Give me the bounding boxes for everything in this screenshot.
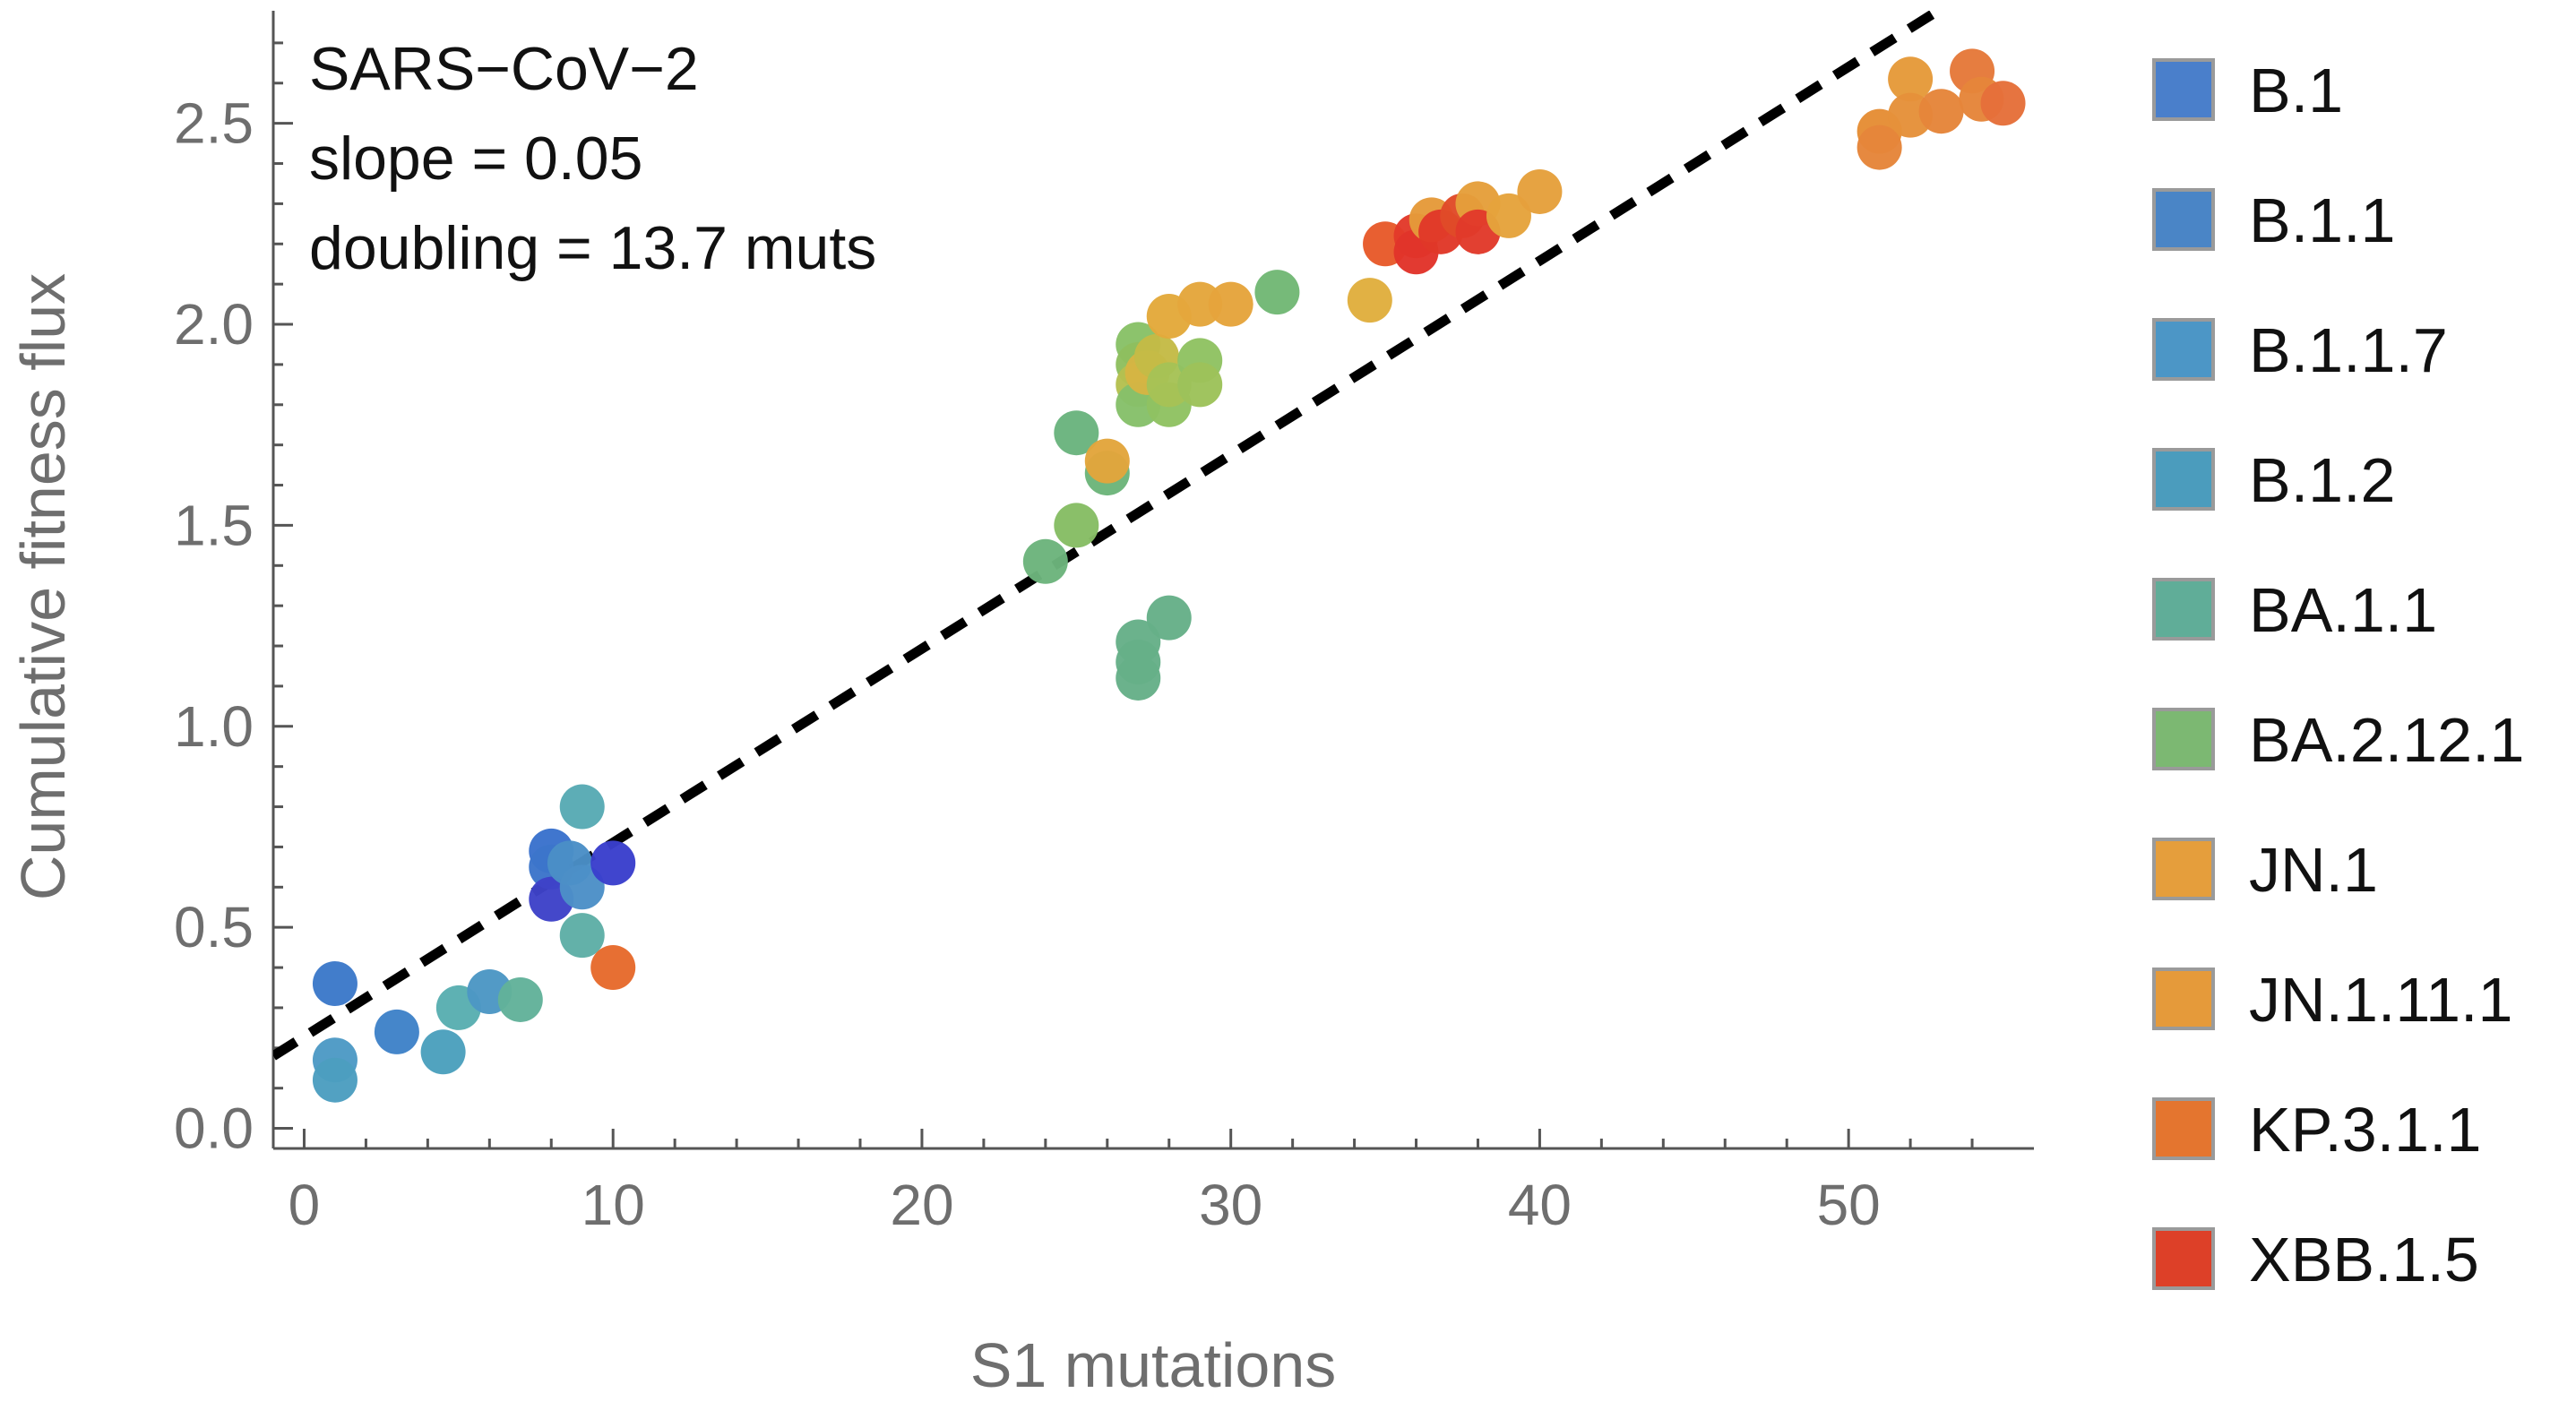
legend-swatch [2152, 58, 2215, 121]
data-point [590, 945, 636, 991]
data-point [1146, 595, 1192, 641]
x-tick-label: 50 [1817, 1173, 1881, 1237]
legend-swatch [2152, 318, 2215, 381]
data-point [1177, 362, 1223, 408]
data-point [420, 1029, 466, 1075]
y-tick-label: 0.5 [174, 895, 254, 959]
data-point [1054, 410, 1099, 456]
data-point [1517, 168, 1563, 214]
legend-swatch [2152, 838, 2215, 900]
data-point [1022, 538, 1068, 584]
data-point [312, 1057, 358, 1103]
legend-label: B.1.1 [2249, 185, 2395, 255]
legend-swatch [2152, 188, 2215, 251]
data-point [1888, 56, 1934, 102]
data-point [374, 1009, 419, 1054]
y-tick-label: 1.5 [174, 493, 254, 557]
x-tick-label: 0 [289, 1173, 321, 1237]
annotation-box: SARS−CoV−2 slope = 0.05 doubling = 13.7 … [309, 35, 876, 282]
y-tick-label: 2.0 [174, 292, 254, 357]
legend-swatch [2152, 968, 2215, 1030]
data-point [1116, 655, 1161, 701]
legend-label: BA.1.1 [2249, 575, 2437, 645]
data-point [497, 976, 543, 1022]
data-point [1918, 89, 1964, 134]
legend-swatch [2152, 578, 2215, 641]
x-axis-title: S1 mutations [970, 1330, 1337, 1400]
x-tick-label: 10 [582, 1173, 645, 1237]
y-tick-label: 2.5 [174, 91, 254, 156]
legend-swatch [2152, 708, 2215, 770]
data-point [1254, 270, 1300, 315]
annotation-line-1: SARS−CoV−2 [309, 35, 699, 103]
data-point [590, 840, 636, 886]
legend-label: B.1 [2249, 56, 2343, 125]
legend-label: JN.1.11.1 [2249, 965, 2512, 1035]
legend-label: B.1.2 [2249, 445, 2395, 515]
data-point [1980, 81, 2026, 126]
x-tick-label: 20 [890, 1173, 953, 1237]
data-point [1054, 503, 1099, 548]
data-point [559, 784, 605, 830]
legend-swatch [2152, 448, 2215, 511]
data-point [1208, 281, 1254, 327]
legend-swatch [2152, 1097, 2215, 1160]
legend-label: KP.3.1.1 [2249, 1095, 2482, 1165]
data-point [1084, 438, 1130, 484]
data-point [1146, 362, 1192, 408]
annotation-line-3: doubling = 13.7 muts [309, 214, 876, 282]
x-tick-label: 40 [1508, 1173, 1572, 1237]
legend-label: JN.1 [2249, 835, 2378, 905]
data-point [1486, 193, 1531, 238]
y-tick-label: 0.0 [174, 1096, 254, 1161]
data-point [1857, 125, 1902, 170]
data-point [559, 864, 605, 910]
data-point [1177, 281, 1223, 327]
fit-line [273, 11, 1948, 1061]
data-point [559, 913, 605, 959]
axes: 0 10 20 30 40 50 0.0 0.5 1.0 1.5 2.0 2.5 [174, 11, 2034, 1237]
x-tick-label: 30 [1199, 1173, 1262, 1237]
annotation-line-2: slope = 0.05 [309, 125, 642, 193]
y-axis-title: Cumulative fitness flux [8, 273, 78, 900]
data-point [312, 961, 358, 1007]
y-tick-label: 1.0 [174, 694, 254, 759]
data-point [1347, 278, 1392, 323]
legend: B.1 B.1.1 B.1.1.7 B.1.2 BA.1.1 BA.2.12.1 JN.1 J… [2152, 56, 2524, 1294]
legend-label: BA.2.12.1 [2249, 705, 2524, 775]
legend-label: XBB.1.5 [2249, 1225, 2479, 1294]
fit-line-group [273, 11, 1948, 1061]
data-points [312, 48, 2026, 1103]
legend-swatch [2152, 1227, 2215, 1290]
legend-label: B.1.1.7 [2249, 315, 2448, 385]
